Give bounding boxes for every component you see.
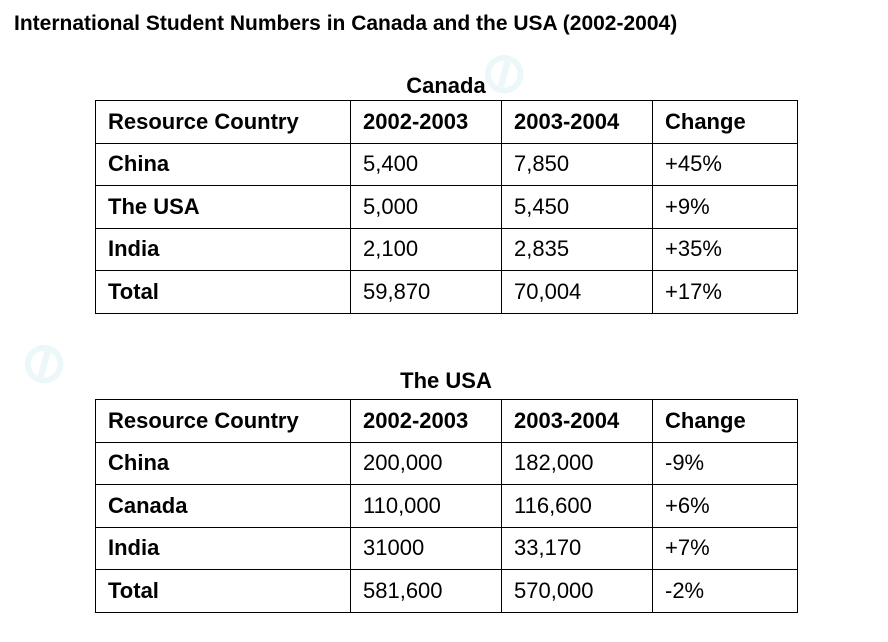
table-cell: 2,100 — [350, 227, 502, 271]
table-cell: +45% — [652, 142, 798, 186]
table-cell: 2003-2004 — [501, 100, 653, 144]
watermark: ⊘ — [7, 323, 80, 402]
canada-table: Resource Country 2002-2003 2003-2004 Change… — [95, 100, 798, 314]
table-cell: 110,000 — [350, 484, 502, 528]
table-cell: Change — [652, 100, 798, 144]
table-cell: 200,000 — [350, 441, 502, 485]
row-label-cell: China — [95, 142, 351, 186]
table-cell: +17% — [652, 270, 798, 314]
table-cell: 5,450 — [501, 185, 653, 229]
table-row: India 2,100 2,835 +35% — [95, 227, 798, 271]
table-row: Total 581,600 570,000 -2% — [95, 569, 798, 613]
table-cell: -2% — [652, 569, 798, 613]
table-cell: 2002-2003 — [350, 399, 502, 443]
table-cell: 182,000 — [501, 441, 653, 485]
table-cell: -9% — [652, 441, 798, 485]
row-label-cell: Resource Country — [95, 100, 351, 144]
table-cell: 31000 — [350, 526, 502, 570]
table-cell: 2,835 — [501, 227, 653, 271]
table-cell: 5,000 — [350, 185, 502, 229]
usa-table: Resource Country 2002-2003 2003-2004 Change… — [95, 399, 798, 613]
table-cell: 5,400 — [350, 142, 502, 186]
table-cell: 33,170 — [501, 526, 653, 570]
row-label-cell: Canada — [95, 484, 351, 528]
table-row: Total 59,870 70,004 +17% — [95, 270, 798, 314]
table-cell: 7,850 — [501, 142, 653, 186]
table-header-row: Resource Country 2002-2003 2003-2004 Change — [95, 100, 798, 144]
table-row: China 200,000 182,000 -9% — [95, 441, 798, 485]
table-row: Canada 110,000 116,600 +6% — [95, 484, 798, 528]
table-cell: +9% — [652, 185, 798, 229]
row-label-cell: Total — [95, 569, 351, 613]
row-label-cell: India — [95, 227, 351, 271]
table-cell: 2002-2003 — [350, 100, 502, 144]
table-cell: 570,000 — [501, 569, 653, 613]
table-cell: 70,004 — [501, 270, 653, 314]
table-cell: +7% — [652, 526, 798, 570]
table-cell: 2003-2004 — [501, 399, 653, 443]
table-header-row: Resource Country 2002-2003 2003-2004 Change — [95, 399, 798, 443]
table-cell: +6% — [652, 484, 798, 528]
table-cell: Change — [652, 399, 798, 443]
table-cell: 116,600 — [501, 484, 653, 528]
row-label-cell: The USA — [95, 185, 351, 229]
table-cell: 581,600 — [350, 569, 502, 613]
canada-table-title: Canada — [406, 73, 486, 98]
row-label-cell: India — [95, 526, 351, 570]
row-label-cell: Resource Country — [95, 399, 351, 443]
table-cell: +35% — [652, 227, 798, 271]
usa-table-title: The USA — [400, 368, 492, 393]
table-cell: 59,870 — [350, 270, 502, 314]
row-label-cell: Total — [95, 270, 351, 314]
table-row: India 31000 33,170 +7% — [95, 526, 798, 570]
row-label-cell: China — [95, 441, 351, 485]
page-title: International Student Numbers in Canada … — [14, 12, 678, 35]
table-row: China 5,400 7,850 +45% — [95, 142, 798, 186]
table-row: The USA 5,000 5,450 +9% — [95, 185, 798, 229]
